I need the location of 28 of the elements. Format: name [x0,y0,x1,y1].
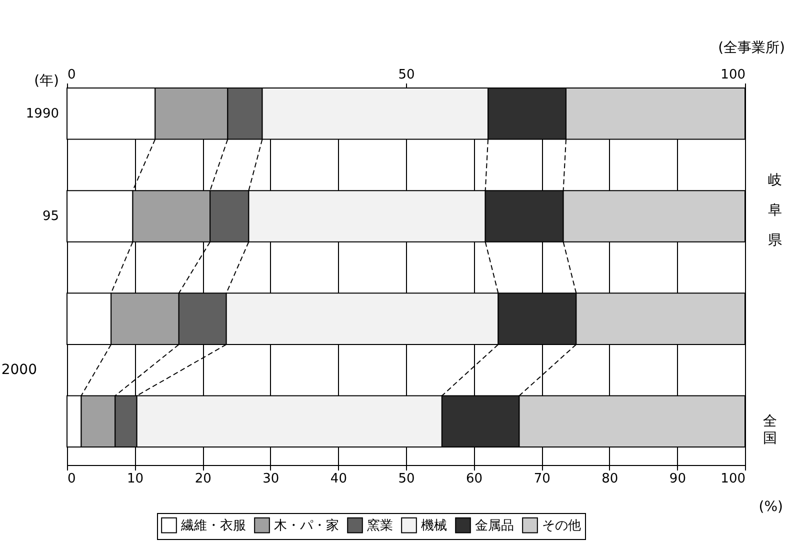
x2-tick-label: 0 [68,68,76,82]
text: (全事業所) [718,40,785,56]
y-tick-label: 95 [42,209,59,224]
text: 2000 [1,362,37,378]
x-tick-label: 50 [398,472,415,486]
x-tick-label: 20 [194,472,212,486]
x2-tick-label: 100 [720,68,746,82]
text: (年) [34,73,59,89]
x2-tick-label: 50 [398,68,415,82]
x-tick-label: 30 [262,472,280,486]
legend-label: 繊維・衣服 [180,518,246,534]
x-tick-label: 100 [720,472,746,486]
x-tick-label: 70 [534,472,550,486]
x-tick-label: 10 [127,472,144,486]
legend-label: 窯業 [367,517,393,534]
text: 岐阜県 [768,172,782,248]
x-tick-label: 60 [466,472,483,486]
legend-label: その他 [542,518,581,534]
legend-label: 機械 [421,518,447,534]
legend-label: 木・パ・家 [274,517,339,534]
y-tick-label: 1990 [26,106,59,122]
x-tick-label: 40 [330,472,347,486]
x-tick-label: 90 [669,472,686,486]
x-tick-label: 0 [68,472,76,486]
legend-label: 金属品 [475,518,514,534]
x-tick-label: 80 [602,472,618,486]
text: (%) [758,499,783,515]
text: 全国 [763,413,777,446]
